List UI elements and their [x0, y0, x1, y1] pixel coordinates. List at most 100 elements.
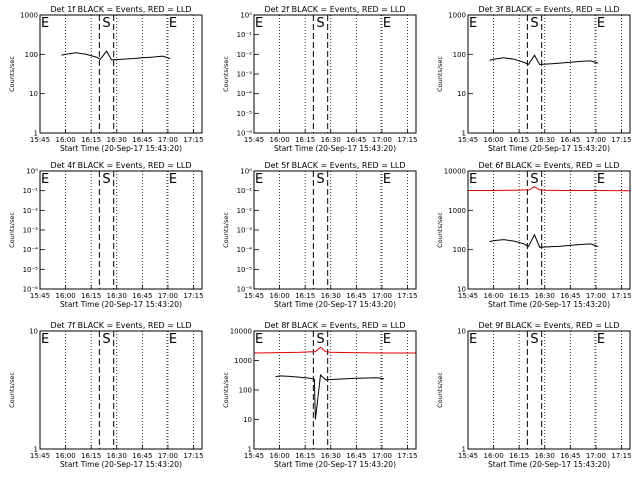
x-tick-label: 16:00 — [483, 136, 503, 144]
y-tick-label: 10⁰ — [240, 168, 252, 176]
y-tick-label: 10⁰ — [26, 168, 38, 176]
chart-title: Det 3f BLACK = Events, RED = LLD — [478, 5, 619, 14]
series-line-black — [61, 50, 171, 61]
x-tick-label: 17:00 — [372, 136, 392, 144]
y-tick-label: 10⁻¹ — [237, 187, 253, 195]
plot-frame — [39, 330, 203, 450]
y-tick-label: 1000 — [20, 12, 38, 20]
marker-e-left: E — [469, 16, 477, 31]
y-tick-label: 10 — [29, 90, 38, 98]
x-tick-label: 17:15 — [397, 292, 417, 300]
y-tick-label: 10 — [457, 90, 466, 98]
y-tick-label: 10⁻⁶ — [23, 286, 39, 294]
x-tick-label: 16:00 — [55, 452, 75, 460]
x-tick-label: 16:30 — [321, 292, 341, 300]
marker-e-left: E — [255, 16, 263, 31]
marker-e-right: E — [169, 16, 177, 31]
x-axis-label: Start Time (20-Sep-17 15:43:20) — [488, 460, 610, 469]
y-axis-label: Counts/sec — [436, 372, 444, 408]
x-tick-label: 17:00 — [372, 452, 392, 460]
x-tick-label: 17:00 — [158, 292, 178, 300]
y-tick-label: 1000 — [448, 207, 466, 215]
x-tick-label: 16:45 — [132, 136, 152, 144]
x-tick-label: 17:00 — [372, 292, 392, 300]
marker-e-right: E — [383, 172, 391, 187]
y-tick-label: 1 — [34, 130, 38, 138]
x-tick-label: 15:45 — [244, 292, 264, 300]
y-tick-label: 10⁻⁴ — [237, 246, 253, 254]
x-tick-label: 16:30 — [321, 136, 341, 144]
marker-e-right: E — [383, 16, 391, 31]
y-tick-label: 10⁻⁴ — [237, 90, 253, 98]
marker-e-right: E — [597, 172, 605, 187]
y-tick-label: 10⁻² — [237, 207, 253, 215]
y-tick-label: 10⁻² — [237, 51, 253, 59]
y-tick-label: 1 — [248, 446, 252, 454]
marker-e-left: E — [469, 332, 477, 347]
series-line-black — [275, 374, 385, 420]
x-tick-label: 15:45 — [458, 292, 478, 300]
chart-title: Det 9f BLACK = Events, RED = LLD — [478, 321, 619, 330]
y-tick-label: 10⁻³ — [237, 227, 253, 235]
marker-e-left: E — [469, 172, 477, 187]
y-tick-label: 10⁻⁵ — [237, 266, 253, 274]
marker-e-right: E — [169, 332, 177, 347]
x-tick-label: 16:45 — [560, 136, 580, 144]
y-tick-label: 10⁻⁴ — [23, 246, 39, 254]
marker-e-left: E — [41, 172, 49, 187]
chart-title: Det 8f BLACK = Events, RED = LLD — [264, 321, 405, 330]
y-tick-label: 10⁻¹ — [237, 31, 253, 39]
x-tick-label: 15:45 — [458, 136, 478, 144]
x-tick-label: 16:45 — [346, 136, 366, 144]
y-tick-label: 10⁻³ — [237, 71, 253, 79]
x-tick-label: 16:30 — [107, 136, 127, 144]
y-axis-label: Counts/sec — [222, 212, 230, 248]
chart-title: Det 7f BLACK = Events, RED = LLD — [50, 321, 191, 330]
chart-panel-9: 15:45 16:00 16:15 16:30 16:45 17:00 17:15 1 10 De… — [436, 321, 632, 469]
chart-title: Det 4f BLACK = Events, RED = LLD — [50, 161, 191, 170]
y-axis-label: Counts/sec — [436, 212, 444, 248]
x-tick-label: 16:30 — [107, 452, 127, 460]
y-axis-label: Counts/sec — [222, 56, 230, 92]
chart-panel-6: 15:45 16:00 16:15 16:30 16:45 17:00 17:15 10 100… — [436, 161, 632, 309]
x-tick-label: 16:15 — [509, 136, 529, 144]
y-tick-label: 10⁰ — [240, 12, 252, 20]
x-axis-label: Start Time (20-Sep-17 15:43:20) — [60, 300, 182, 309]
y-tick-label: 10⁻³ — [23, 227, 39, 235]
y-tick-label: 100 — [25, 51, 38, 59]
x-tick-label: 15:45 — [30, 452, 50, 460]
y-axis-label: Counts/sec — [8, 372, 16, 408]
chart-title: Det 5f BLACK = Events, RED = LLD — [264, 161, 405, 170]
y-tick-label: 10⁻⁶ — [237, 130, 253, 138]
marker-e-right: E — [383, 332, 391, 347]
marker-e-left: E — [41, 16, 49, 31]
x-tick-label: 16:00 — [269, 292, 289, 300]
y-tick-label: 10⁻¹ — [23, 187, 39, 195]
marker-e-right: E — [597, 332, 605, 347]
y-tick-label: 10⁻² — [23, 207, 39, 215]
marker-s: S — [530, 16, 538, 31]
x-tick-label: 16:30 — [535, 136, 555, 144]
y-tick-label: 100 — [453, 246, 466, 254]
x-tick-label: 16:00 — [269, 452, 289, 460]
x-tick-label: 16:45 — [132, 452, 152, 460]
y-tick-label: 10⁻⁵ — [23, 266, 39, 274]
x-tick-label: 16:30 — [535, 452, 555, 460]
marker-e-right: E — [597, 16, 605, 31]
chart-panel-1: 15:45 16:00 16:15 16:30 16:45 17:00 17:15 1 10 10… — [8, 5, 204, 153]
chart-panel-3: 15:45 16:00 16:15 16:30 16:45 17:00 17:15 1 10 10… — [436, 5, 632, 153]
x-tick-label: 17:00 — [158, 136, 178, 144]
x-tick-label: 16:45 — [560, 452, 580, 460]
x-axis-label: Start Time (20-Sep-17 15:43:20) — [488, 144, 610, 153]
y-tick-label: 10 — [457, 286, 466, 294]
y-tick-label: 10 — [457, 328, 466, 336]
y-tick-label: 10 — [29, 328, 38, 336]
marker-e-left: E — [255, 332, 263, 347]
x-axis-label: Start Time (20-Sep-17 15:43:20) — [274, 144, 396, 153]
x-tick-label: 17:15 — [183, 452, 203, 460]
x-tick-label: 16:00 — [55, 136, 75, 144]
y-tick-label: 10000 — [444, 168, 466, 176]
plot-frame — [253, 14, 417, 134]
plot-frame — [467, 14, 631, 134]
chart-panel-7: 15:45 16:00 16:15 16:30 16:45 17:00 17:15 1 10 De… — [8, 321, 204, 469]
